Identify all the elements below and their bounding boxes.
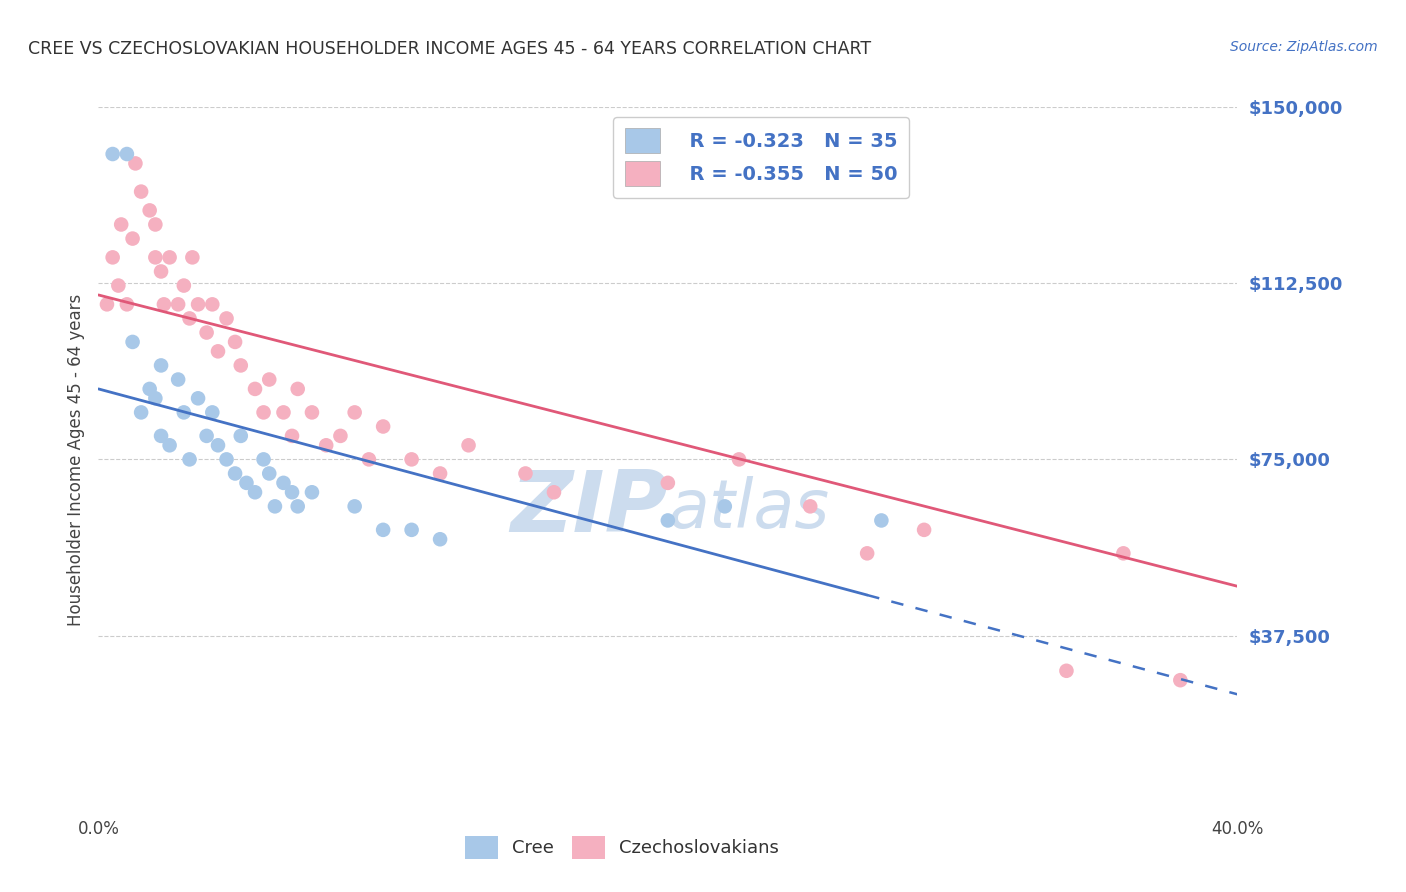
Point [187, 392, 209, 406]
Point [315, 438, 337, 452]
Point [150, 429, 173, 443]
Point [145, 218, 167, 232]
Text: CREE VS CZECHOSLOVAKIAN HOUSEHOLDER INCOME AGES 45 - 64 YEARS CORRELATION CHART: CREE VS CZECHOSLOVAKIAN HOUSEHOLDER INCO… [28, 40, 872, 58]
Point [150, 264, 173, 278]
Point [224, 334, 246, 349]
Point [728, 452, 751, 467]
Point [343, 405, 366, 419]
Y-axis label: Householder Income Ages 45 - 64 years: Householder Income Ages 45 - 64 years [66, 293, 84, 625]
Point [243, 485, 266, 500]
Point [343, 500, 366, 514]
Point [243, 382, 266, 396]
Point [259, 467, 281, 481]
Point [195, 429, 218, 443]
Point [657, 475, 679, 490]
Point [179, 452, 201, 467]
Point [181, 251, 204, 265]
Point [287, 382, 309, 396]
Point [173, 405, 195, 419]
Point [110, 218, 132, 232]
Point [799, 500, 821, 514]
Point [329, 429, 352, 443]
Point [145, 251, 167, 265]
Point [301, 485, 323, 500]
Point [187, 297, 209, 311]
Point [1170, 673, 1192, 688]
Point [201, 405, 224, 419]
Point [515, 467, 537, 481]
Point [159, 251, 181, 265]
Point [96, 297, 118, 311]
Point [229, 429, 252, 443]
Point [373, 523, 395, 537]
Point [145, 392, 167, 406]
Point [1056, 664, 1078, 678]
Point [259, 372, 281, 386]
Point [1112, 546, 1135, 560]
Point [543, 485, 565, 500]
Point [121, 231, 143, 245]
Text: ZIP: ZIP [510, 467, 668, 550]
Point [229, 359, 252, 373]
Point [115, 147, 138, 161]
Point [195, 326, 218, 340]
Point [252, 452, 274, 467]
Point [429, 533, 451, 547]
Point [138, 382, 160, 396]
Point [115, 297, 138, 311]
Point [273, 475, 295, 490]
Point [215, 452, 238, 467]
Point [101, 251, 124, 265]
Point [714, 500, 737, 514]
Point [281, 429, 304, 443]
Point [429, 467, 451, 481]
Point [207, 438, 229, 452]
Point [281, 485, 304, 500]
Point [287, 500, 309, 514]
Point [159, 438, 181, 452]
Point [401, 452, 423, 467]
Point [101, 147, 124, 161]
Point [273, 405, 295, 419]
Point [912, 523, 935, 537]
Point [107, 278, 129, 293]
Point [856, 546, 879, 560]
Point [457, 438, 479, 452]
Point [657, 513, 679, 527]
Point [167, 372, 190, 386]
Point [215, 311, 238, 326]
Point [129, 185, 152, 199]
Point [207, 344, 229, 359]
Point [150, 359, 173, 373]
Point [179, 311, 201, 326]
Point [870, 513, 893, 527]
Point [401, 523, 423, 537]
Point [357, 452, 380, 467]
Point [235, 475, 257, 490]
Point [121, 334, 143, 349]
Text: atlas: atlas [668, 475, 830, 541]
Point [301, 405, 323, 419]
Point [138, 203, 160, 218]
Point [153, 297, 176, 311]
Legend: Cree, Czechoslovakians: Cree, Czechoslovakians [458, 829, 786, 866]
Point [124, 156, 146, 170]
Point [252, 405, 274, 419]
Text: Source: ZipAtlas.com: Source: ZipAtlas.com [1230, 40, 1378, 54]
Point [264, 500, 287, 514]
Point [224, 467, 246, 481]
Point [129, 405, 152, 419]
Point [167, 297, 190, 311]
Point [201, 297, 224, 311]
Point [373, 419, 395, 434]
Point [173, 278, 195, 293]
